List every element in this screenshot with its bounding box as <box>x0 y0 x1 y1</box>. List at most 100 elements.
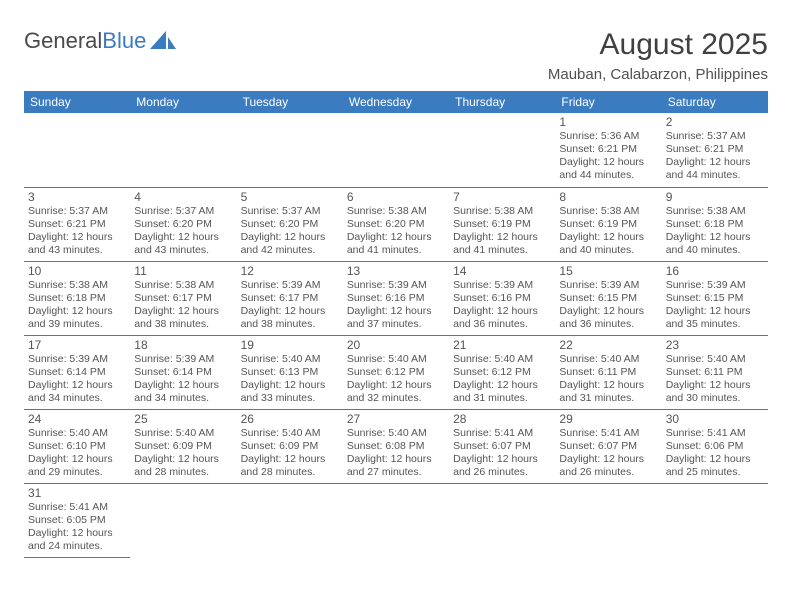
day-info: Sunrise: 5:39 AMSunset: 6:16 PMDaylight:… <box>347 279 445 332</box>
weekday-header-row: SundayMondayTuesdayWednesdayThursdayFrid… <box>24 91 768 113</box>
day-number: 23 <box>666 338 764 352</box>
empty-cell <box>449 113 555 187</box>
month-title: August 2025 <box>548 28 768 62</box>
calendar-row: 31Sunrise: 5:41 AMSunset: 6:05 PMDayligh… <box>24 483 768 557</box>
day-number: 12 <box>241 264 339 278</box>
empty-cell <box>237 483 343 557</box>
day-cell: 8Sunrise: 5:38 AMSunset: 6:19 PMDaylight… <box>555 187 661 261</box>
day-info: Sunrise: 5:38 AMSunset: 6:19 PMDaylight:… <box>559 205 657 258</box>
day-info: Sunrise: 5:40 AMSunset: 6:11 PMDaylight:… <box>666 353 764 406</box>
day-info: Sunrise: 5:38 AMSunset: 6:18 PMDaylight:… <box>666 205 764 258</box>
day-number: 5 <box>241 190 339 204</box>
weekday-header: Friday <box>555 91 661 113</box>
day-number: 13 <box>347 264 445 278</box>
day-info: Sunrise: 5:38 AMSunset: 6:19 PMDaylight:… <box>453 205 551 258</box>
day-number: 19 <box>241 338 339 352</box>
day-info: Sunrise: 5:40 AMSunset: 6:13 PMDaylight:… <box>241 353 339 406</box>
day-info: Sunrise: 5:39 AMSunset: 6:17 PMDaylight:… <box>241 279 339 332</box>
weekday-header: Thursday <box>449 91 555 113</box>
day-info: Sunrise: 5:36 AMSunset: 6:21 PMDaylight:… <box>559 130 657 183</box>
empty-cell <box>24 113 130 187</box>
day-number: 31 <box>28 486 126 500</box>
weekday-header: Saturday <box>662 91 768 113</box>
day-info: Sunrise: 5:40 AMSunset: 6:09 PMDaylight:… <box>241 427 339 480</box>
day-cell: 17Sunrise: 5:39 AMSunset: 6:14 PMDayligh… <box>24 335 130 409</box>
day-cell: 12Sunrise: 5:39 AMSunset: 6:17 PMDayligh… <box>237 261 343 335</box>
day-number: 26 <box>241 412 339 426</box>
day-number: 7 <box>453 190 551 204</box>
weekday-header: Monday <box>130 91 236 113</box>
day-number: 6 <box>347 190 445 204</box>
day-number: 15 <box>559 264 657 278</box>
day-cell: 11Sunrise: 5:38 AMSunset: 6:17 PMDayligh… <box>130 261 236 335</box>
day-info: Sunrise: 5:39 AMSunset: 6:15 PMDaylight:… <box>559 279 657 332</box>
day-cell: 14Sunrise: 5:39 AMSunset: 6:16 PMDayligh… <box>449 261 555 335</box>
day-info: Sunrise: 5:41 AMSunset: 6:07 PMDaylight:… <box>559 427 657 480</box>
empty-cell <box>555 483 661 557</box>
day-info: Sunrise: 5:38 AMSunset: 6:18 PMDaylight:… <box>28 279 126 332</box>
calendar-row: 10Sunrise: 5:38 AMSunset: 6:18 PMDayligh… <box>24 261 768 335</box>
day-cell: 6Sunrise: 5:38 AMSunset: 6:20 PMDaylight… <box>343 187 449 261</box>
day-cell: 26Sunrise: 5:40 AMSunset: 6:09 PMDayligh… <box>237 409 343 483</box>
empty-cell <box>130 113 236 187</box>
day-cell: 31Sunrise: 5:41 AMSunset: 6:05 PMDayligh… <box>24 483 130 557</box>
day-number: 2 <box>666 115 764 129</box>
day-info: Sunrise: 5:40 AMSunset: 6:11 PMDaylight:… <box>559 353 657 406</box>
day-number: 27 <box>347 412 445 426</box>
day-number: 29 <box>559 412 657 426</box>
day-cell: 23Sunrise: 5:40 AMSunset: 6:11 PMDayligh… <box>662 335 768 409</box>
day-number: 30 <box>666 412 764 426</box>
weekday-header: Tuesday <box>237 91 343 113</box>
day-cell: 13Sunrise: 5:39 AMSunset: 6:16 PMDayligh… <box>343 261 449 335</box>
day-cell: 27Sunrise: 5:40 AMSunset: 6:08 PMDayligh… <box>343 409 449 483</box>
location-text: Mauban, Calabarzon, Philippines <box>548 66 768 83</box>
day-number: 8 <box>559 190 657 204</box>
day-info: Sunrise: 5:39 AMSunset: 6:14 PMDaylight:… <box>134 353 232 406</box>
day-number: 20 <box>347 338 445 352</box>
day-cell: 29Sunrise: 5:41 AMSunset: 6:07 PMDayligh… <box>555 409 661 483</box>
day-info: Sunrise: 5:38 AMSunset: 6:17 PMDaylight:… <box>134 279 232 332</box>
day-info: Sunrise: 5:37 AMSunset: 6:21 PMDaylight:… <box>28 205 126 258</box>
day-info: Sunrise: 5:39 AMSunset: 6:15 PMDaylight:… <box>666 279 764 332</box>
day-cell: 28Sunrise: 5:41 AMSunset: 6:07 PMDayligh… <box>449 409 555 483</box>
calendar-row: 17Sunrise: 5:39 AMSunset: 6:14 PMDayligh… <box>24 335 768 409</box>
day-cell: 15Sunrise: 5:39 AMSunset: 6:15 PMDayligh… <box>555 261 661 335</box>
day-cell: 7Sunrise: 5:38 AMSunset: 6:19 PMDaylight… <box>449 187 555 261</box>
day-cell: 30Sunrise: 5:41 AMSunset: 6:06 PMDayligh… <box>662 409 768 483</box>
day-info: Sunrise: 5:37 AMSunset: 6:20 PMDaylight:… <box>134 205 232 258</box>
day-cell: 24Sunrise: 5:40 AMSunset: 6:10 PMDayligh… <box>24 409 130 483</box>
day-info: Sunrise: 5:40 AMSunset: 6:12 PMDaylight:… <box>347 353 445 406</box>
day-cell: 20Sunrise: 5:40 AMSunset: 6:12 PMDayligh… <box>343 335 449 409</box>
day-cell: 19Sunrise: 5:40 AMSunset: 6:13 PMDayligh… <box>237 335 343 409</box>
day-info: Sunrise: 5:41 AMSunset: 6:05 PMDaylight:… <box>28 501 126 554</box>
day-info: Sunrise: 5:40 AMSunset: 6:09 PMDaylight:… <box>134 427 232 480</box>
brand-name-2: Blue <box>102 28 146 54</box>
day-cell: 16Sunrise: 5:39 AMSunset: 6:15 PMDayligh… <box>662 261 768 335</box>
day-cell: 2Sunrise: 5:37 AMSunset: 6:21 PMDaylight… <box>662 113 768 187</box>
day-info: Sunrise: 5:39 AMSunset: 6:16 PMDaylight:… <box>453 279 551 332</box>
empty-cell <box>237 113 343 187</box>
day-number: 11 <box>134 264 232 278</box>
empty-cell <box>662 483 768 557</box>
calendar-table: SundayMondayTuesdayWednesdayThursdayFrid… <box>24 91 768 558</box>
day-number: 24 <box>28 412 126 426</box>
day-cell: 1Sunrise: 5:36 AMSunset: 6:21 PMDaylight… <box>555 113 661 187</box>
day-number: 9 <box>666 190 764 204</box>
day-number: 25 <box>134 412 232 426</box>
day-number: 10 <box>28 264 126 278</box>
brand-name-1: General <box>24 28 102 54</box>
day-cell: 25Sunrise: 5:40 AMSunset: 6:09 PMDayligh… <box>130 409 236 483</box>
day-cell: 5Sunrise: 5:37 AMSunset: 6:20 PMDaylight… <box>237 187 343 261</box>
day-number: 22 <box>559 338 657 352</box>
day-cell: 18Sunrise: 5:39 AMSunset: 6:14 PMDayligh… <box>130 335 236 409</box>
day-info: Sunrise: 5:39 AMSunset: 6:14 PMDaylight:… <box>28 353 126 406</box>
sail-icon <box>150 31 176 51</box>
day-number: 1 <box>559 115 657 129</box>
day-number: 18 <box>134 338 232 352</box>
weekday-header: Sunday <box>24 91 130 113</box>
day-cell: 4Sunrise: 5:37 AMSunset: 6:20 PMDaylight… <box>130 187 236 261</box>
empty-cell <box>449 483 555 557</box>
calendar-row: 24Sunrise: 5:40 AMSunset: 6:10 PMDayligh… <box>24 409 768 483</box>
day-number: 17 <box>28 338 126 352</box>
day-number: 16 <box>666 264 764 278</box>
